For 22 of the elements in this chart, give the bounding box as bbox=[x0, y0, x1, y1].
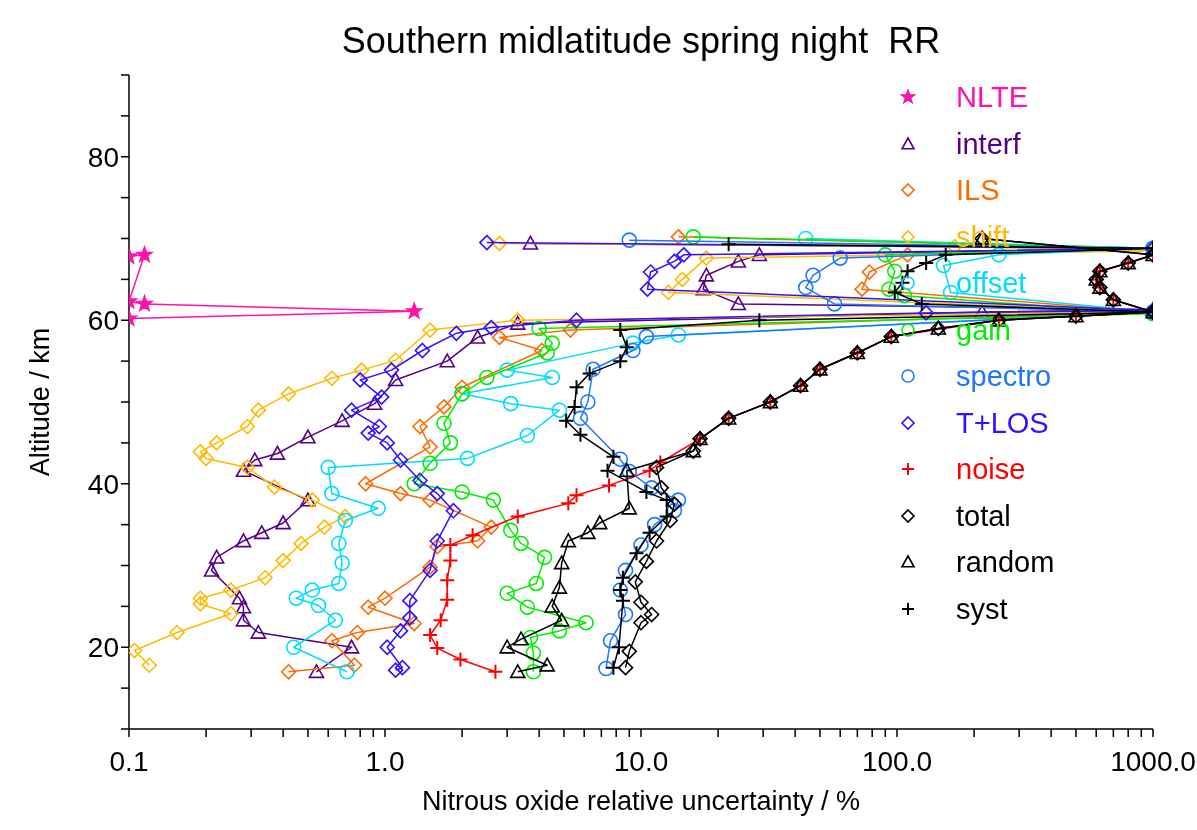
y-axis-title: Altitude / km bbox=[24, 327, 56, 477]
x-tick-label: 0.1 bbox=[109, 745, 149, 777]
legend-label: NLTE bbox=[956, 80, 1028, 115]
x-axis-title: Nitrous oxide relative uncertainty / % bbox=[420, 786, 862, 817]
chart-title: Southern midlatitude spring night RR bbox=[340, 20, 942, 62]
legend-label: offset bbox=[956, 266, 1027, 301]
legend-label: syst bbox=[956, 591, 1008, 627]
legend-label: total bbox=[956, 498, 1011, 534]
legend-label: T+LOS bbox=[956, 405, 1049, 441]
y-tick-label: 20 bbox=[87, 632, 119, 664]
y-tick-label: 80 bbox=[87, 141, 119, 173]
x-tick-label: 10.0 bbox=[613, 745, 669, 777]
legend-label: ILS bbox=[956, 173, 1000, 208]
legend-label: random bbox=[956, 545, 1055, 580]
y-tick-label: 40 bbox=[87, 468, 119, 500]
legend-label: interf bbox=[956, 126, 1021, 162]
x-tick-label: 1.0 bbox=[365, 745, 405, 777]
legend-label: noise bbox=[956, 452, 1026, 487]
y-tick-label: 60 bbox=[87, 305, 119, 337]
legend-label: spectro bbox=[956, 359, 1052, 394]
x-tick-label: 1000.0 bbox=[1110, 745, 1196, 777]
x-tick-label: 100.0 bbox=[861, 745, 933, 777]
